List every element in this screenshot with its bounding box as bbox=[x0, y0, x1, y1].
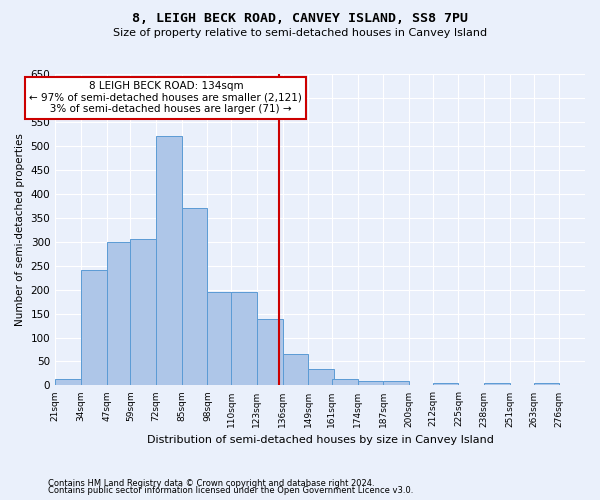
Text: 8 LEIGH BECK ROAD: 134sqm
← 97% of semi-detached houses are smaller (2,121)
   3: 8 LEIGH BECK ROAD: 134sqm ← 97% of semi-… bbox=[29, 81, 302, 114]
Text: Contains public sector information licensed under the Open Government Licence v3: Contains public sector information licen… bbox=[48, 486, 413, 495]
Bar bbox=[332, 378, 358, 386]
Bar bbox=[433, 383, 458, 386]
Bar bbox=[533, 383, 559, 386]
Bar bbox=[156, 136, 182, 386]
Bar bbox=[130, 240, 156, 386]
Bar bbox=[55, 379, 81, 386]
Bar bbox=[383, 381, 409, 386]
Bar bbox=[484, 383, 510, 386]
Bar bbox=[81, 270, 107, 386]
Text: Contains HM Land Registry data © Crown copyright and database right 2024.: Contains HM Land Registry data © Crown c… bbox=[48, 478, 374, 488]
Y-axis label: Number of semi-detached properties: Number of semi-detached properties bbox=[15, 134, 25, 326]
Bar bbox=[358, 381, 383, 386]
Bar bbox=[308, 368, 334, 386]
Bar bbox=[107, 242, 132, 386]
Bar bbox=[231, 292, 257, 386]
X-axis label: Distribution of semi-detached houses by size in Canvey Island: Distribution of semi-detached houses by … bbox=[146, 435, 494, 445]
Bar bbox=[182, 208, 208, 386]
Bar bbox=[208, 292, 233, 386]
Text: 8, LEIGH BECK ROAD, CANVEY ISLAND, SS8 7PU: 8, LEIGH BECK ROAD, CANVEY ISLAND, SS8 7… bbox=[132, 12, 468, 26]
Bar bbox=[257, 320, 283, 386]
Bar bbox=[283, 354, 308, 386]
Text: Size of property relative to semi-detached houses in Canvey Island: Size of property relative to semi-detach… bbox=[113, 28, 487, 38]
